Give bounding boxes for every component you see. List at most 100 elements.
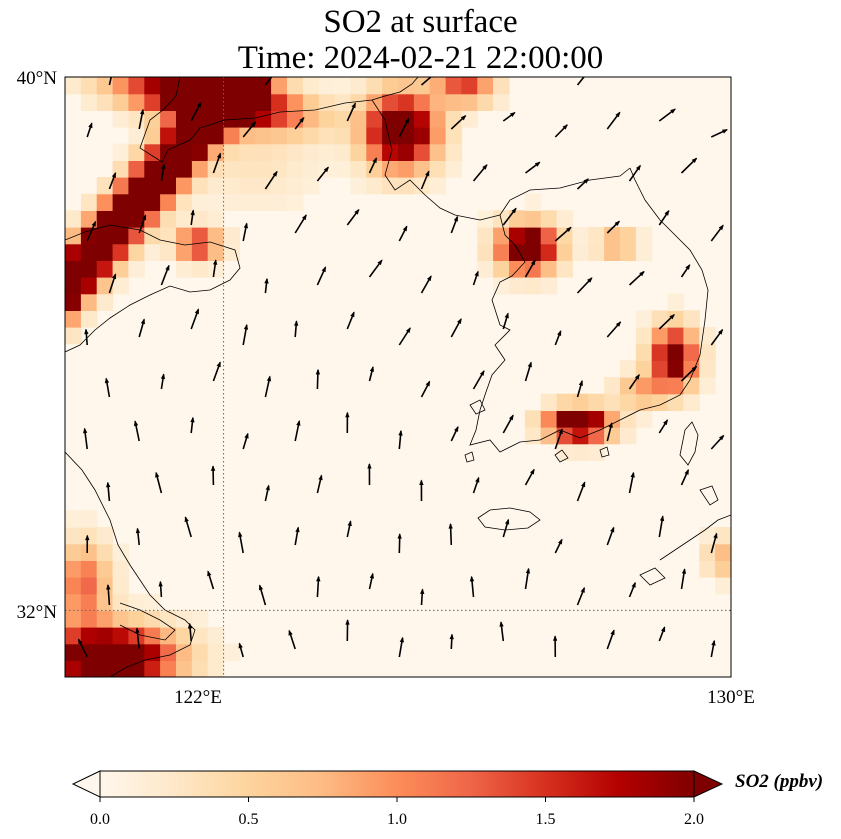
so2-cell bbox=[524, 277, 542, 295]
wind-arrow bbox=[108, 273, 117, 294]
wind-arrow bbox=[135, 527, 141, 546]
so2-cell bbox=[683, 343, 700, 361]
so2-cell bbox=[96, 627, 114, 645]
colorbar-ticks bbox=[99, 797, 695, 802]
so2-cell bbox=[572, 427, 589, 445]
so2-cell bbox=[524, 193, 542, 211]
so2-cell bbox=[556, 443, 574, 461]
so2-cell bbox=[96, 193, 114, 211]
wind-arrow bbox=[576, 586, 586, 606]
wind-arrow bbox=[554, 330, 562, 346]
so2-cell bbox=[620, 410, 637, 428]
so2-cell bbox=[207, 93, 225, 111]
wind-arrow bbox=[346, 102, 357, 122]
so2-cell bbox=[382, 77, 399, 95]
so2-cell bbox=[207, 627, 225, 645]
so2-cell bbox=[493, 243, 510, 261]
wind-arrow bbox=[628, 270, 645, 286]
wind-arrow bbox=[158, 580, 163, 598]
so2-cell bbox=[366, 177, 383, 195]
so2-cell bbox=[477, 93, 494, 111]
so2-cell bbox=[65, 510, 82, 528]
so2-cell bbox=[128, 593, 145, 611]
wind-arrow bbox=[658, 209, 670, 226]
wind-arrow bbox=[502, 414, 514, 434]
wind-arrow bbox=[472, 476, 480, 494]
so2-cell bbox=[334, 93, 352, 111]
so2-cell bbox=[112, 627, 130, 645]
so2-cell bbox=[509, 260, 526, 278]
so2-cell bbox=[699, 360, 716, 378]
so2-cell bbox=[65, 577, 82, 595]
so2-cell bbox=[556, 210, 574, 228]
so2-cell bbox=[144, 227, 161, 245]
so2-cell bbox=[128, 177, 145, 195]
so2-cell bbox=[334, 77, 352, 95]
so2-cell bbox=[318, 77, 336, 95]
so2-cell bbox=[80, 510, 98, 528]
wind-arrow bbox=[658, 419, 669, 434]
so2-cell bbox=[80, 210, 98, 228]
so2-cell bbox=[302, 110, 320, 128]
so2-cell bbox=[191, 610, 209, 628]
so2-cell bbox=[683, 327, 700, 345]
wind-arrow bbox=[658, 515, 665, 538]
so2-cell bbox=[112, 143, 130, 161]
wind-arrow bbox=[264, 277, 269, 294]
wind-arrow bbox=[502, 518, 510, 538]
so2-cell bbox=[191, 243, 209, 261]
wind-arrow bbox=[346, 520, 352, 538]
so2-cell bbox=[620, 227, 637, 245]
so2-cell bbox=[223, 110, 241, 128]
so2-cell bbox=[429, 127, 447, 145]
so2-cell bbox=[144, 93, 161, 111]
wind-arrow bbox=[133, 420, 140, 442]
wind-arrow bbox=[606, 111, 621, 130]
wind-arrow bbox=[345, 411, 350, 434]
wind-arrow bbox=[606, 629, 615, 650]
so2-cell bbox=[176, 627, 193, 645]
so2-cell bbox=[493, 77, 510, 95]
wind-arrow bbox=[258, 584, 267, 606]
so2-cell bbox=[160, 143, 177, 161]
so2-cell bbox=[604, 427, 621, 445]
so2-cell bbox=[556, 260, 574, 278]
so2-cell bbox=[635, 393, 653, 411]
so2-cell bbox=[382, 110, 399, 128]
so2-cell bbox=[271, 193, 288, 211]
wind-arrow bbox=[207, 570, 215, 590]
so2-cell bbox=[112, 110, 130, 128]
wind-arrow bbox=[398, 429, 403, 450]
so2-cell bbox=[683, 310, 700, 328]
so2-cell bbox=[176, 110, 193, 128]
so2-cell bbox=[176, 227, 193, 245]
so2-cell bbox=[540, 410, 558, 428]
so2-cell bbox=[160, 227, 177, 245]
so2-cell bbox=[128, 210, 145, 228]
wind-arrow bbox=[190, 209, 195, 226]
so2-cell bbox=[80, 277, 98, 295]
so2-cell bbox=[651, 377, 669, 395]
so2-cell bbox=[128, 660, 145, 677]
so2-cell bbox=[651, 343, 669, 361]
so2-cell bbox=[620, 243, 637, 261]
so2-cell bbox=[207, 177, 225, 195]
so2-cell bbox=[96, 243, 114, 261]
so2-cell bbox=[176, 177, 193, 195]
so2-cell bbox=[160, 610, 177, 628]
so2-cell bbox=[604, 377, 621, 395]
so2-cell bbox=[65, 327, 82, 345]
wind-arrow bbox=[524, 468, 535, 486]
so2-cell bbox=[572, 243, 589, 261]
wind-arrow bbox=[86, 220, 97, 242]
so2-cell bbox=[207, 227, 225, 245]
so2-cell bbox=[128, 193, 145, 211]
so2-cell bbox=[429, 160, 447, 178]
so2-cell bbox=[382, 143, 399, 161]
wind-arrow bbox=[368, 572, 374, 590]
colorbar-extend-low bbox=[71, 770, 101, 798]
so2-cell bbox=[271, 127, 288, 145]
so2-cell bbox=[207, 110, 225, 128]
so2-cell bbox=[160, 243, 177, 261]
